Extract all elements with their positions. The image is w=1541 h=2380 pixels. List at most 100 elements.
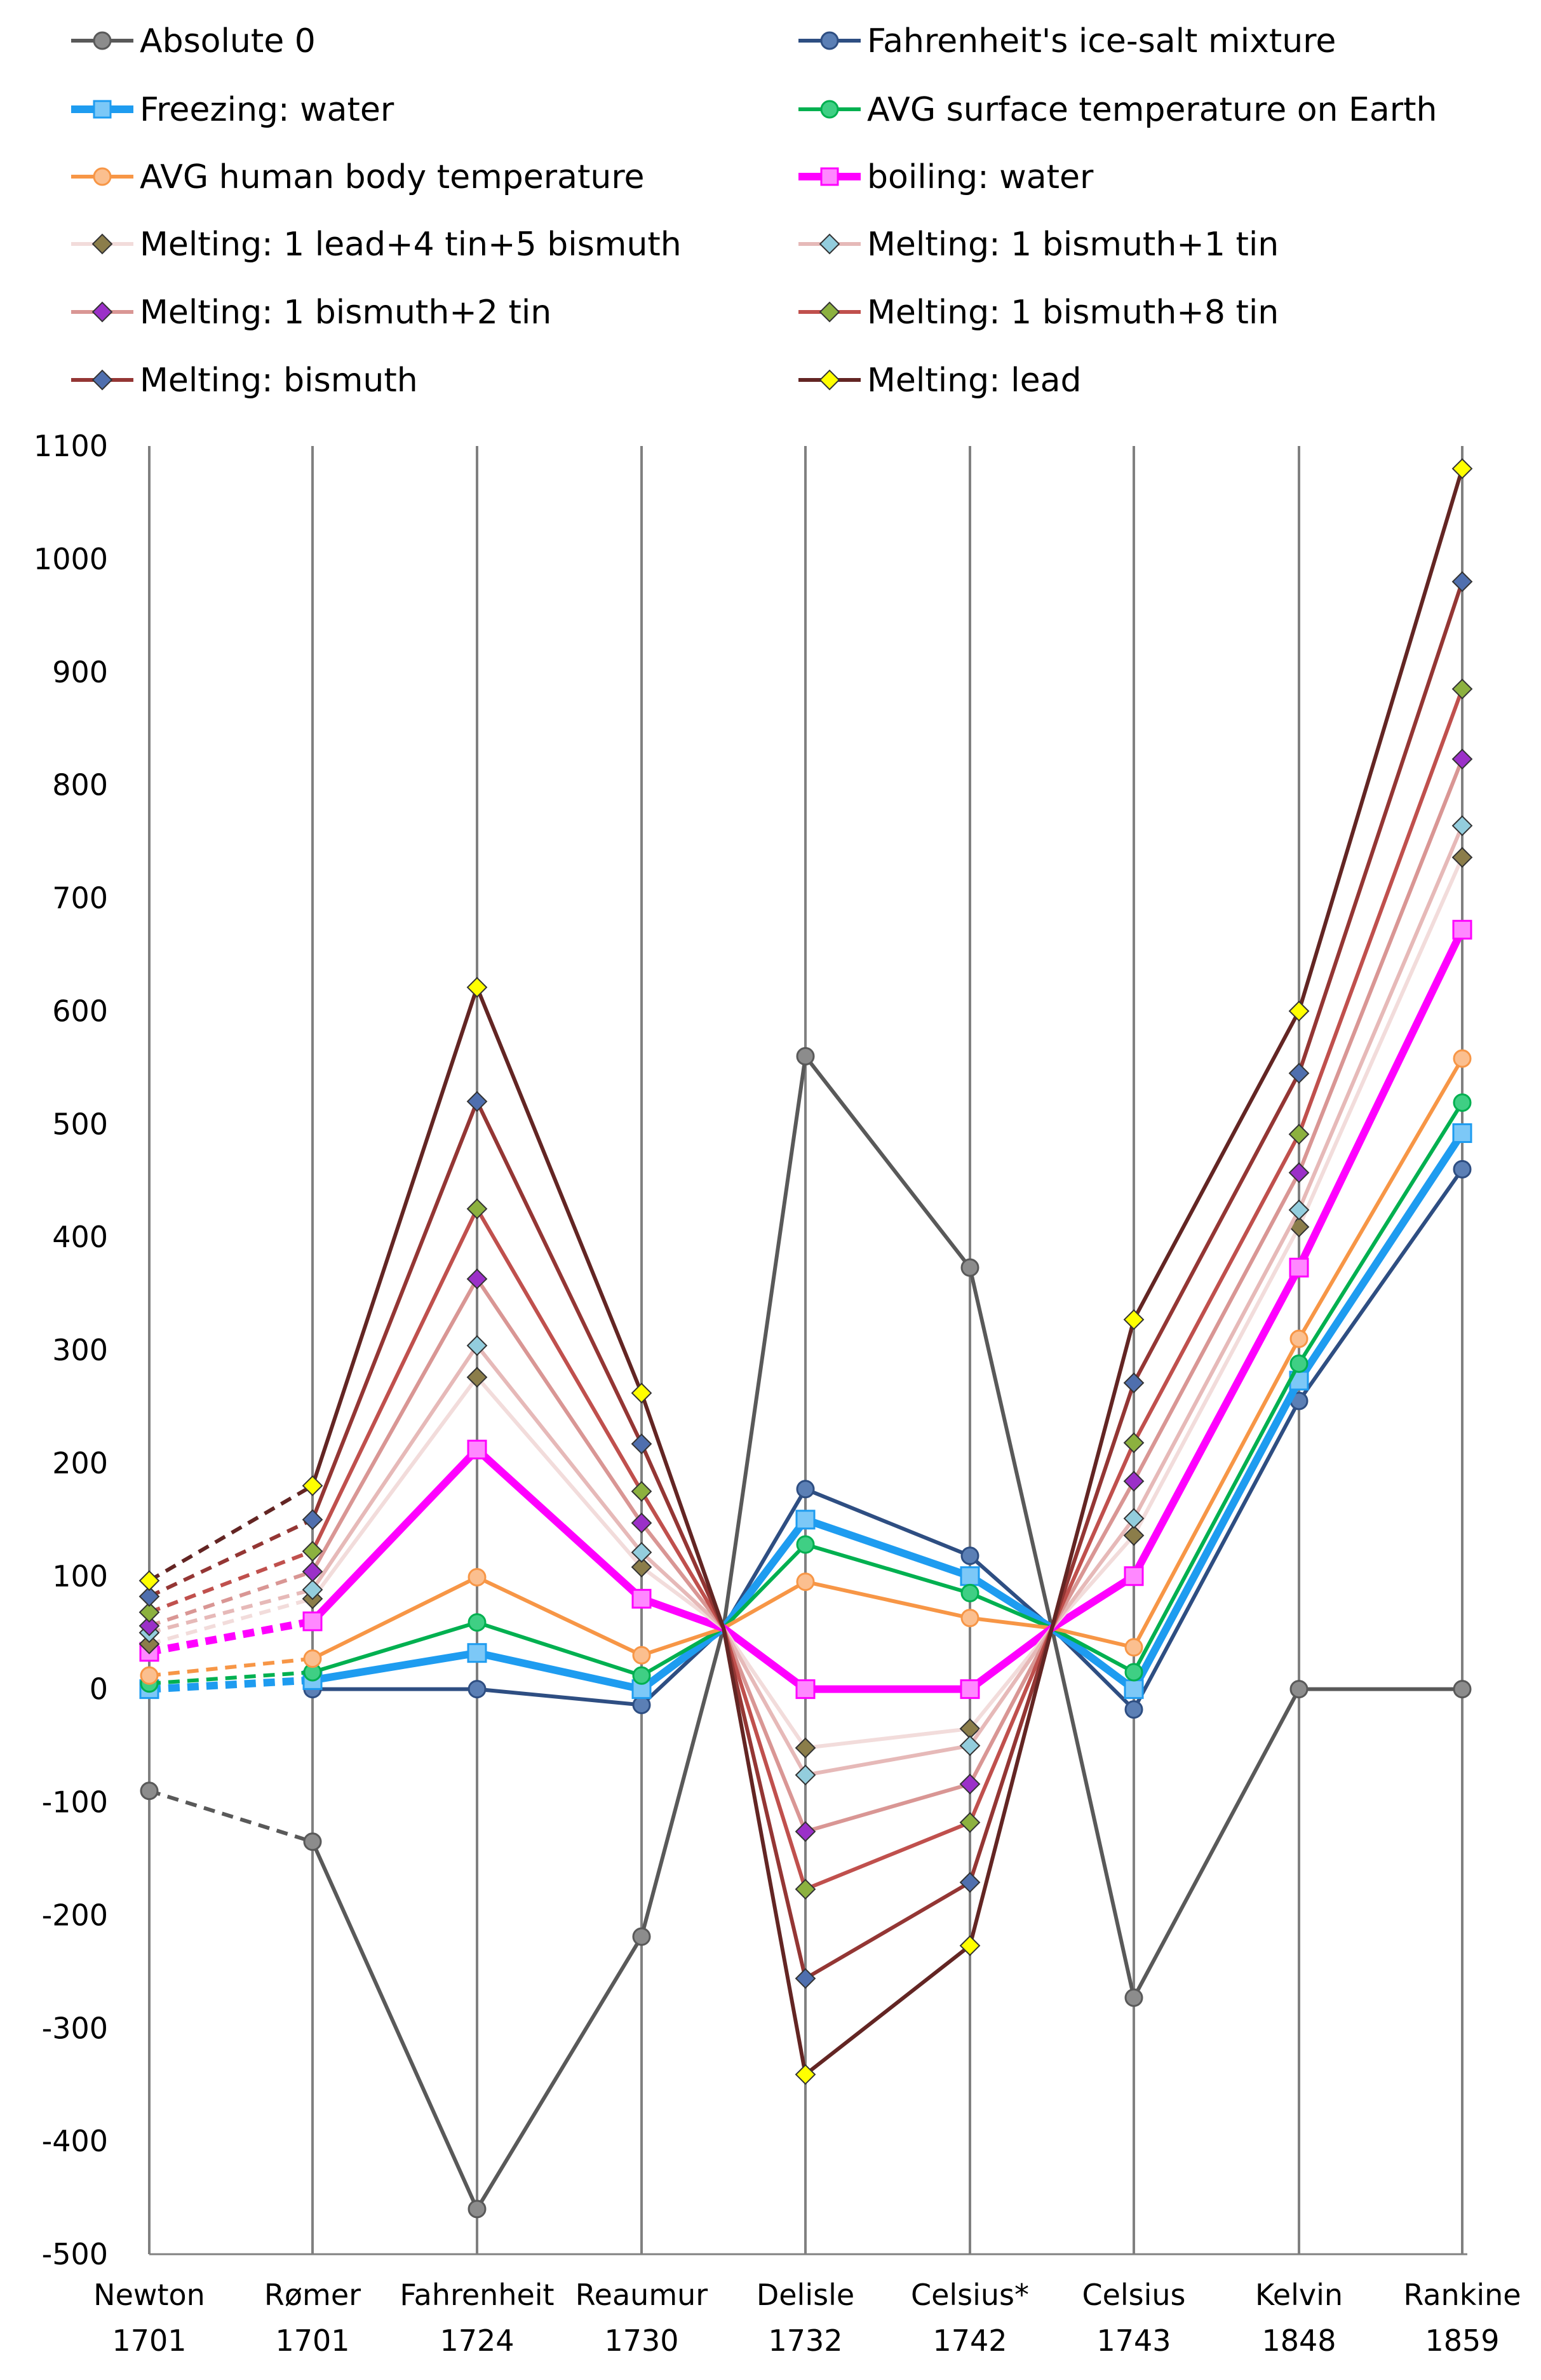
data-point xyxy=(302,1579,323,1600)
series-line xyxy=(311,688,1464,1891)
legend-label: Absolute 0 xyxy=(140,22,316,60)
data-point xyxy=(795,2064,816,2085)
series-line-dashed xyxy=(149,1569,313,1628)
data-point xyxy=(796,1047,815,1066)
data-point xyxy=(1451,847,1473,868)
legend-label: Melting: 1 lead+4 tin+5 bismuth xyxy=(140,226,682,264)
legend-label: Melting: 1 bismuth+8 tin xyxy=(867,294,1279,332)
legend-marker xyxy=(819,369,840,391)
data-point xyxy=(1289,1354,1309,1373)
data-point xyxy=(795,1510,816,1530)
data-point xyxy=(796,1572,815,1592)
series-10 xyxy=(138,571,1473,1989)
data-point xyxy=(1123,1372,1145,1393)
data-point xyxy=(138,1615,160,1637)
y-tick-label: 800 xyxy=(52,768,108,802)
data-point xyxy=(795,1879,816,1900)
data-point xyxy=(138,1570,160,1592)
legend-label: Melting: 1 bismuth+2 tin xyxy=(140,294,551,332)
legend: Absolute 0 Fahrenheit's ice-salt mixture F… xyxy=(71,22,1437,400)
x-tick-year: 1859 xyxy=(1425,2323,1499,2358)
data-point xyxy=(1123,1508,1145,1529)
data-point xyxy=(631,1480,652,1502)
legend-item: AVG human body temperature xyxy=(71,158,645,196)
data-point xyxy=(466,1091,488,1112)
data-point xyxy=(1289,1680,1309,1699)
data-point xyxy=(303,1649,322,1668)
data-point xyxy=(468,2200,487,2219)
data-point xyxy=(1288,1123,1310,1145)
legend-item: Melting: 1 bismuth+8 tin xyxy=(798,294,1279,332)
data-point xyxy=(302,1475,323,1496)
data-point xyxy=(795,1737,816,1759)
data-point xyxy=(1453,1680,1472,1699)
legend-item: AVG surface temperature on Earth xyxy=(798,91,1437,129)
x-tick-year: 1742 xyxy=(932,2323,1007,2358)
x-tick-label: Newton xyxy=(93,2278,205,2312)
x-tick-label: Rømer xyxy=(264,2278,361,2312)
series-line-dashed xyxy=(148,1484,314,1583)
series-line xyxy=(309,928,1466,1693)
series-line xyxy=(312,1101,1464,1678)
x-tick-label: Kelvin xyxy=(1255,2278,1343,2312)
y-tick-label: 900 xyxy=(52,655,108,689)
x-tick-year: 1743 xyxy=(1096,2323,1171,2358)
y-tick-label: -200 xyxy=(42,1898,108,1932)
legend-marker xyxy=(91,369,113,391)
x-tick-year: 1701 xyxy=(112,2323,186,2358)
data-point xyxy=(466,1198,488,1220)
data-point xyxy=(632,1696,651,1715)
x-tick-year: 1701 xyxy=(275,2323,349,2358)
data-point xyxy=(466,1335,488,1356)
data-point xyxy=(1451,748,1473,770)
data-point xyxy=(795,1821,816,1842)
data-point xyxy=(632,1666,651,1685)
data-point xyxy=(960,1566,980,1586)
data-point xyxy=(138,1586,160,1607)
series-line xyxy=(311,1054,1462,2211)
data-point xyxy=(631,1512,652,1534)
series-7 xyxy=(138,815,1473,1786)
series-11 xyxy=(138,458,1473,2085)
y-tick-label: -400 xyxy=(42,2124,108,2158)
series-line-dashed xyxy=(148,1518,314,1599)
data-point xyxy=(959,1812,981,1833)
data-point xyxy=(140,1782,159,1801)
x-tick-label: Celsius* xyxy=(911,2278,1029,2312)
series-line-dashed xyxy=(149,1656,313,1678)
x-tick-label: Rankine xyxy=(1403,2278,1521,2312)
data-point xyxy=(1124,1700,1143,1719)
y-tick-label: 300 xyxy=(52,1333,108,1367)
series-line-dashed xyxy=(149,1676,313,1693)
data-point xyxy=(959,1773,981,1795)
legend-label: boiling: water xyxy=(867,158,1094,196)
series-line-dashed xyxy=(148,1618,314,1656)
series-8 xyxy=(138,748,1473,1842)
data-point xyxy=(632,1927,651,1946)
y-tick-label: 1000 xyxy=(34,542,108,576)
data-point xyxy=(1124,1679,1144,1700)
x-tick-label: Fahrenheit xyxy=(400,2278,554,2312)
data-point xyxy=(795,1764,816,1786)
legend-item: Melting: 1 bismuth+2 tin xyxy=(71,294,551,332)
data-point xyxy=(631,1588,652,1609)
x-tick-year: 1724 xyxy=(440,2323,514,2358)
data-point xyxy=(138,1633,160,1654)
data-point xyxy=(1451,571,1473,592)
legend-label: Melting: lead xyxy=(867,362,1081,400)
series-line-dashed xyxy=(149,1788,313,1844)
y-tick-label: -500 xyxy=(42,2237,108,2271)
series-line xyxy=(313,1168,1464,1712)
legend-marker xyxy=(820,100,839,119)
series-line-dashed xyxy=(149,1588,313,1635)
x-tick-label: Celsius xyxy=(1082,2278,1185,2312)
series-line-dashed xyxy=(148,1549,314,1614)
data-point xyxy=(1124,1638,1143,1657)
data-point xyxy=(302,1509,323,1531)
data-point xyxy=(1123,1309,1145,1330)
data-point xyxy=(795,1968,816,1989)
data-point xyxy=(1123,1432,1145,1454)
x-tick-label: Delisle xyxy=(757,2278,854,2312)
legend-label: Melting: bismuth xyxy=(140,362,418,400)
data-point xyxy=(466,1268,488,1290)
